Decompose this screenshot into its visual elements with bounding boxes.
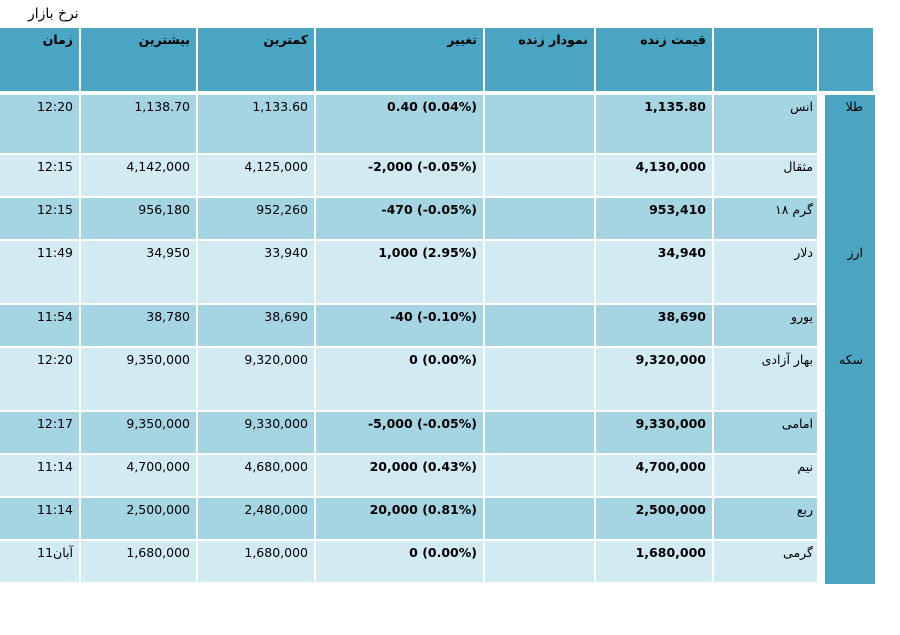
item-name-cell: ربع	[714, 498, 819, 541]
table-row: 12:17 9,350,000 9,330,000 -5,000 (-0.05%…	[0, 412, 875, 455]
min-cell: 2,480,000	[198, 498, 316, 541]
header-live-price[interactable]: قیمت زنده	[596, 28, 714, 95]
max-cell: 38,780	[81, 305, 198, 348]
table-row: 11:14 4,700,000 4,680,000 20,000 (0.43%)…	[0, 455, 875, 498]
min-cell: 9,330,000	[198, 412, 316, 455]
price-cell: 953,410	[596, 198, 714, 241]
min-cell: 38,690	[198, 305, 316, 348]
price-cell: 4,130,000	[596, 155, 714, 198]
time-cell: 12:20	[0, 348, 81, 412]
min-cell: 4,125,000	[198, 155, 316, 198]
group-gold: طلا	[819, 95, 875, 241]
change-cell: 20,000 (0.81%)	[316, 498, 485, 541]
price-cell: 34,940	[596, 241, 714, 305]
change-cell: -470 (-0.05%)	[316, 198, 485, 241]
max-cell: 2,500,000	[81, 498, 198, 541]
item-name-cell: یورو	[714, 305, 819, 348]
live-chart-cell[interactable]	[485, 305, 596, 348]
min-cell: 952,260	[198, 198, 316, 241]
change-cell: -2,000 (-0.05%)	[316, 155, 485, 198]
header-row: زمان بیشترین کمترین تغییر نمودار زنده قی…	[0, 28, 875, 95]
live-chart-cell[interactable]	[485, 541, 596, 584]
min-cell: 4,680,000	[198, 455, 316, 498]
max-cell: 34,950	[81, 241, 198, 305]
time-cell: 11:54	[0, 305, 81, 348]
change-cell: 1,000 (2.95%)	[316, 241, 485, 305]
time-cell: 11:49	[0, 241, 81, 305]
time-cell: 11آبان	[0, 541, 81, 584]
header-max[interactable]: بیشترین	[81, 28, 198, 95]
change-cell: 20,000 (0.43%)	[316, 455, 485, 498]
header-item	[714, 28, 819, 95]
item-name-cell: گرم ۱۸	[714, 198, 819, 241]
min-cell: 1,133.60	[198, 95, 316, 155]
live-chart-cell[interactable]	[485, 198, 596, 241]
change-cell: -5,000 (-0.05%)	[316, 412, 485, 455]
min-cell: 9,320,000	[198, 348, 316, 412]
max-cell: 4,142,000	[81, 155, 198, 198]
item-name-cell: دلار	[714, 241, 819, 305]
header-live-chart[interactable]: نمودار زنده	[485, 28, 596, 95]
group-coin: سکه	[819, 348, 875, 584]
time-cell: 12:15	[0, 198, 81, 241]
time-cell: 11:14	[0, 498, 81, 541]
change-cell: -40 (-0.10%)	[316, 305, 485, 348]
table-row: 12:20 9,350,000 9,320,000 0 (0.00%) 9,32…	[0, 348, 875, 584]
time-cell: 11:14	[0, 455, 81, 498]
max-cell: 1,138.70	[81, 95, 198, 155]
item-name-cell: گرمی	[714, 541, 819, 584]
live-chart-cell[interactable]	[485, 95, 596, 155]
item-name-cell: مثقال	[714, 155, 819, 198]
item-name-cell: امامی	[714, 412, 819, 455]
item-name-cell: بهار آزادی	[714, 348, 819, 412]
price-cell: 1,135.80	[596, 95, 714, 155]
live-chart-cell[interactable]	[485, 155, 596, 198]
min-cell: 1,680,000	[198, 541, 316, 584]
table-row: 11:14 2,500,000 2,480,000 20,000 (0.81%)…	[0, 498, 875, 541]
change-cell: 0 (0.00%)	[316, 348, 485, 412]
header-time[interactable]: زمان	[0, 28, 81, 95]
item-name-cell: نیم	[714, 455, 819, 498]
change-cell: 0 (0.00%)	[316, 541, 485, 584]
max-cell: 4,700,000	[81, 455, 198, 498]
time-cell: 12:15	[0, 155, 81, 198]
market-rates-table: زمان بیشترین کمترین تغییر نمودار زنده قی…	[0, 28, 875, 584]
table-row: 12:15 956,180 952,260 -470 (-0.05%) 953,…	[0, 198, 875, 241]
max-cell: 9,350,000	[81, 348, 198, 412]
table-row: 11آبان 1,680,000 1,680,000 0 (0.00%) 1,6…	[0, 541, 875, 584]
header-change[interactable]: تغییر	[316, 28, 485, 95]
table-row: 11:49 34,950 33,940 1,000 (2.95%) 34,940…	[0, 241, 875, 348]
price-cell: 4,700,000	[596, 455, 714, 498]
price-cell: 9,330,000	[596, 412, 714, 455]
price-cell: 38,690	[596, 305, 714, 348]
live-chart-cell[interactable]	[485, 412, 596, 455]
price-cell: 9,320,000	[596, 348, 714, 412]
price-cell: 2,500,000	[596, 498, 714, 541]
group-currency: ارز	[819, 241, 875, 348]
header-group	[819, 28, 875, 95]
time-cell: 12:17	[0, 412, 81, 455]
max-cell: 1,680,000	[81, 541, 198, 584]
table-row: 12:20 1,138.70 1,133.60 0.40 (0.04%) 1,1…	[0, 95, 875, 241]
live-chart-cell[interactable]	[485, 241, 596, 305]
max-cell: 9,350,000	[81, 412, 198, 455]
live-chart-cell[interactable]	[485, 455, 596, 498]
time-cell: 12:20	[0, 95, 81, 155]
max-cell: 956,180	[81, 198, 198, 241]
table-row: 12:15 4,142,000 4,125,000 -2,000 (-0.05%…	[0, 155, 875, 198]
item-name-cell: انس	[714, 95, 819, 155]
price-cell: 1,680,000	[596, 541, 714, 584]
change-cell: 0.40 (0.04%)	[316, 95, 485, 155]
live-chart-cell[interactable]	[485, 348, 596, 412]
min-cell: 33,940	[198, 241, 316, 305]
header-min[interactable]: کمترین	[198, 28, 316, 95]
page-title: نرخ بازار	[28, 6, 79, 22]
table-row: 11:54 38,780 38,690 -40 (-0.10%) 38,690 …	[0, 305, 875, 348]
live-chart-cell[interactable]	[485, 498, 596, 541]
